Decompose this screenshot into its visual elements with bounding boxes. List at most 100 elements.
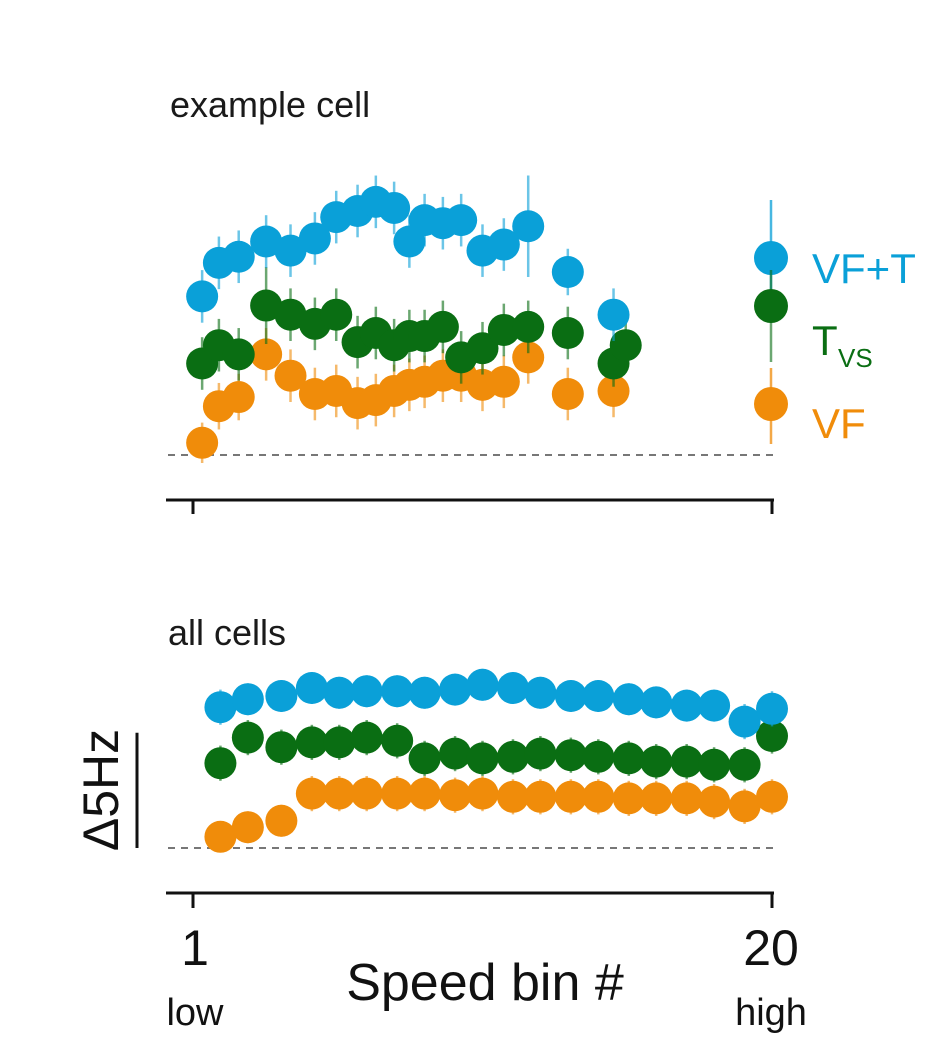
example-cell-t-point-20 <box>609 329 642 362</box>
all-cells-vft-point-7 <box>381 675 414 708</box>
all-cells-vf-point-10 <box>466 777 499 810</box>
all-cells-vft-point-1 <box>204 691 237 724</box>
all-cells-vft-point-3 <box>265 680 298 712</box>
example-cell-t-point-4 <box>250 289 283 322</box>
all-cells-vft-point-18 <box>698 689 731 722</box>
example-cell-vft-point-3 <box>222 240 255 273</box>
example-cell-vf-point-18 <box>551 378 584 410</box>
all-cells-t-point-10 <box>466 742 499 775</box>
legend-tvs-marker <box>754 289 788 323</box>
all-cells-t-point-6 <box>350 721 383 754</box>
example-cell-vf-point-19 <box>597 374 630 407</box>
all-cells-vft-point-5 <box>323 676 356 709</box>
all-cells-vf-point-20 <box>756 780 788 813</box>
example-cell-vf-point-3 <box>222 381 255 414</box>
all-cells-t-point-20 <box>756 720 788 752</box>
all-cells-vft-point-12 <box>524 676 557 709</box>
all-cells-vf-point-9 <box>439 779 472 812</box>
example-cell-vft-point-19 <box>597 298 630 331</box>
all-cells-vf-point-17 <box>670 782 703 815</box>
all-cells-vft-point-20 <box>756 692 788 725</box>
all-cells-title: all cells <box>168 612 286 653</box>
legend-tvs-subscript: VS <box>838 343 873 373</box>
example-cell-t-point-3 <box>222 338 255 371</box>
all-cells-vft-point-8 <box>408 676 441 709</box>
all-cells-vf-point-13 <box>554 780 587 813</box>
legend-vft-label: VF+T <box>812 245 916 292</box>
all-cells-vft-point-16 <box>640 686 673 719</box>
legend-vf-label: VF <box>812 400 866 447</box>
all-cells-t-point-17 <box>670 745 703 778</box>
example-cell-vft-point-6 <box>298 222 331 255</box>
all-cells-t-point-19 <box>728 748 761 781</box>
all-cells-vft-point-6 <box>350 675 383 708</box>
all-cells-vf-point-7 <box>381 777 414 810</box>
all-cells-vf-point-4 <box>295 777 328 810</box>
all-cells-t-point-15 <box>612 742 645 775</box>
all-cells-t-point-8 <box>408 742 441 775</box>
example-cell-vft-point-4 <box>250 225 283 258</box>
all-cells-vf-point-12 <box>524 780 557 813</box>
all-cells-panel: all cells Δ5Hz 1 low 20 high Speed bin # <box>73 612 807 1034</box>
x-tick-label-start: 1 <box>181 920 209 976</box>
x-tick-label-end: 20 <box>743 920 799 976</box>
all-cells-vft-point-4 <box>295 672 328 704</box>
x-tick-sublabel-end: high <box>735 992 807 1034</box>
example-cell-vft-point-1 <box>186 280 219 313</box>
all-cells-vft-point-15 <box>612 683 645 716</box>
all-cells-t-point-11 <box>496 740 529 773</box>
example-cell-t-point-7 <box>320 298 353 331</box>
example-cell-t-point-16 <box>487 313 520 346</box>
example-cell-vft-point-17 <box>512 210 545 243</box>
example-cell-vft-point-18 <box>551 256 584 288</box>
all-cells-t-point-5 <box>323 726 356 759</box>
example-cell-vf-point-5 <box>274 359 307 392</box>
all-cells-t-point-2 <box>231 721 264 754</box>
all-cells-t-point-12 <box>524 737 557 770</box>
legend-vf-marker <box>754 387 788 421</box>
all-cells-vf-point-6 <box>350 777 383 810</box>
example-cell-t-point-17 <box>512 310 545 343</box>
all-cells-t-point-9 <box>439 737 472 770</box>
all-cells-vf-point-1 <box>204 820 237 853</box>
all-cells-vf-point-19 <box>728 790 761 823</box>
all-cells-vft-point-11 <box>496 672 529 704</box>
all-cells-vf-point-18 <box>698 785 731 818</box>
example-cell-vft-point-10 <box>378 191 411 224</box>
all-cells-vf-point-15 <box>612 782 645 815</box>
example-cell-t-point-18 <box>551 317 584 349</box>
all-cells-vft-point-10 <box>466 668 499 701</box>
all-cells-vft-point-2 <box>231 683 264 716</box>
all-cells-vft-point-9 <box>439 673 472 706</box>
example-cell-vf-point-17 <box>512 341 545 374</box>
all-cells-vf-point-5 <box>323 777 356 810</box>
all-cells-vf-point-14 <box>582 780 615 813</box>
all-cells-vft-point-14 <box>582 680 615 712</box>
all-cells-vft-point-17 <box>670 689 703 722</box>
all-cells-vft-point-19 <box>728 705 761 738</box>
all-cells-vf-point-8 <box>408 777 441 810</box>
example-cell-vft-point-5 <box>274 234 307 267</box>
example-cell-t-point-15 <box>466 332 499 365</box>
legend: VF+T T VS VF <box>754 200 916 447</box>
x-axis-label: Speed bin # <box>346 954 624 1012</box>
all-cells-vf-point-11 <box>496 780 529 813</box>
all-cells-vf-point-16 <box>640 782 673 815</box>
all-cells-t-point-18 <box>698 748 731 781</box>
example-cell-vft-point-16 <box>487 228 520 261</box>
all-cells-vf-point-3 <box>265 804 298 837</box>
example-cell-t-point-5 <box>274 298 307 331</box>
example-cell-vft-point-14 <box>445 204 478 237</box>
all-cells-t-point-7 <box>381 724 414 757</box>
example-cell-vf-point-16 <box>487 365 520 398</box>
example-cell-panel: example cell VF+T T VS VF <box>166 84 916 514</box>
legend-vft-marker <box>754 241 788 275</box>
all-cells-vf-point-2 <box>231 811 264 844</box>
all-cells-t-point-3 <box>265 731 298 764</box>
all-cells-marks <box>204 668 788 853</box>
all-cells-t-point-1 <box>204 747 237 780</box>
example-cell-marks <box>186 175 642 463</box>
x-tick-sublabel-start: low <box>166 992 224 1034</box>
example-cell-t-point-13 <box>426 310 459 343</box>
